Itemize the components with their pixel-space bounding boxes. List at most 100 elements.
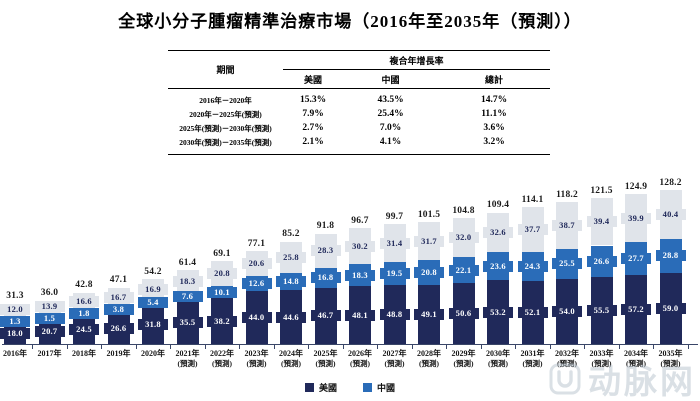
axis-label-year: 2027年 (預測): [382, 349, 407, 368]
bar-value-label: 44.6: [276, 311, 306, 323]
axis-tick: [653, 345, 655, 349]
axis-tick: [273, 345, 275, 349]
axis-label-year: 2024年 (預測): [279, 349, 303, 368]
bar-value-label: 12.0: [0, 303, 30, 315]
bar-value-label: 5.4: [138, 297, 168, 309]
legend-item-us: 美國: [304, 381, 337, 394]
bar-value-label: 16.6: [69, 296, 99, 308]
bar-value-label: 32.6: [483, 226, 513, 238]
axis-label-year: 2035年 (預測): [658, 349, 683, 368]
bar-value-label: 54.0: [552, 306, 582, 318]
bar-value-label: 38.2: [207, 315, 237, 327]
bar-value-label: 1.8: [69, 308, 99, 320]
table-row: 2020年－2025年(預測) 7.9% 25.4% 11.1%: [168, 107, 550, 121]
axis-tick: [135, 345, 137, 349]
bar-value-label: 50.6: [448, 308, 479, 320]
china-cagr-cell: 43.5%: [377, 95, 404, 105]
bar-value-label: 19.5: [379, 268, 410, 280]
bar-value-label: 18.0: [0, 327, 30, 339]
period-cell: 2020年－2025年(預測): [189, 109, 262, 119]
bar-value-label: 57.2: [621, 304, 651, 316]
bar-total-label: 77.1: [247, 238, 266, 249]
bar-value-label: 12.6: [241, 278, 272, 290]
table-row: 2025年(預測)－2030年(預測) 2.7% 7.0% 3.6%: [168, 121, 550, 135]
bar-value-label: 39.9: [621, 212, 651, 224]
axis-label-year: 2030年 (預測): [486, 349, 510, 368]
bar-total-label: 61.4: [178, 257, 197, 268]
cagr-table: 期間 複合年增長率 美國 中國 總計 2016年－2020年 15.3% 43.5%…: [168, 50, 550, 155]
bar-value-label: 46.7: [310, 310, 341, 322]
table-row: 2030年(預測)－2035年(預測) 2.1% 4.1% 3.2%: [168, 135, 550, 149]
axis-tick: [66, 345, 68, 349]
axis-tick: [342, 345, 344, 349]
axis-label-year: 2032年 (預測): [555, 349, 579, 368]
table-row: 2016年－2020年 15.3% 43.5% 14.7%: [168, 93, 550, 107]
axis-tick: [308, 345, 310, 349]
axis-tick: [101, 345, 103, 349]
bar-value-label: 24.5: [69, 323, 99, 335]
bar-total-label: 99.7: [385, 211, 404, 222]
bar-total-label: 91.8: [316, 221, 335, 232]
axis-tick: [687, 345, 689, 349]
bar-total-label: 85.2: [282, 229, 300, 240]
axis-label-year: 2023年 (預測): [244, 349, 269, 368]
axis-label-year: 2029年 (預測): [451, 349, 476, 368]
bar-total-label: 118.2: [556, 189, 578, 200]
axis-label-year: 2018年: [72, 349, 96, 358]
x-axis-line: [2, 344, 698, 346]
cagr-table-rows: 2016年－2020年 15.3% 43.5% 14.7% 2020年－2025年(預測…: [168, 89, 550, 154]
axis-label-year: 2034年 (預測): [624, 349, 648, 368]
bar-value-label: 1.5: [34, 312, 65, 324]
period-cell: 2016年－2020年: [199, 95, 252, 105]
bar-value-label: 31.4: [379, 237, 410, 249]
axis-tick: [411, 345, 413, 349]
total-cagr-cell: 3.6%: [483, 123, 505, 133]
period-cell: 2030年(預測)－2035年(預測): [179, 137, 272, 147]
bar-value-label: 16.9: [138, 283, 168, 295]
axis-label-year: 2019年: [106, 349, 131, 358]
bar-total-label: 96.7: [351, 215, 369, 226]
axis-label-year: 2022年 (預測): [210, 349, 234, 368]
axis-label-year: 2031年 (預測): [520, 349, 545, 368]
bar-value-label: 7.6: [172, 291, 203, 303]
cagr-header-group: 複合年增長率 美國 中國 總計: [283, 51, 550, 88]
bar-value-label: 13.9: [34, 300, 65, 312]
axis-tick: [377, 345, 379, 349]
china-cagr-cell: 25.4%: [377, 109, 404, 119]
bar-value-label: 30.2: [345, 240, 375, 252]
us-cagr-cell: 2.1%: [302, 137, 324, 147]
bar-value-label: 22.1: [448, 264, 479, 276]
bar-total-label: 109.4: [486, 200, 510, 211]
bar-value-label: 49.1: [414, 309, 444, 321]
bar-value-label: 59.0: [655, 303, 686, 315]
bar-total-label: 47.1: [109, 274, 128, 285]
total-cagr-cell: 14.7%: [480, 95, 508, 105]
bar-value-label: 18.3: [345, 269, 375, 281]
legend-label-us: 美國: [318, 383, 337, 393]
legend-item-china: 中國: [363, 381, 395, 394]
bar-value-label: 38.7: [552, 219, 582, 231]
bar-value-label: 26.6: [103, 322, 134, 334]
bar-value-label: 40.4: [655, 208, 686, 220]
column-header-total: 總計: [484, 75, 503, 85]
bar-value-label: 16.7: [103, 292, 134, 303]
axis-tick: [32, 345, 34, 349]
bar-value-label: 55.5: [586, 305, 617, 317]
bar-value-label: 3.8: [103, 304, 134, 316]
bar-value-label: 53.2: [483, 306, 513, 318]
column-header-us: 美國: [303, 75, 322, 85]
axis-label-year: 2016年: [3, 349, 27, 358]
bar-value-label: 26.6: [586, 255, 617, 267]
axis-tick: [446, 345, 448, 349]
axis-label-year: 2025年 (預測): [313, 349, 338, 368]
total-cagr-cell: 11.1%: [481, 109, 507, 119]
bar-value-label: 20.8: [207, 268, 237, 280]
axis-label-year: 2020年: [141, 349, 165, 358]
china-cagr-cell: 4.1%: [379, 137, 402, 147]
column-header-china: 中國: [381, 75, 400, 85]
period-cell: 2025年(預測)－2030年(預測): [179, 123, 272, 133]
bar-total-label: 42.8: [75, 280, 93, 291]
axis-tick: [584, 345, 586, 349]
china-cagr-cell: 7.0%: [379, 123, 402, 133]
